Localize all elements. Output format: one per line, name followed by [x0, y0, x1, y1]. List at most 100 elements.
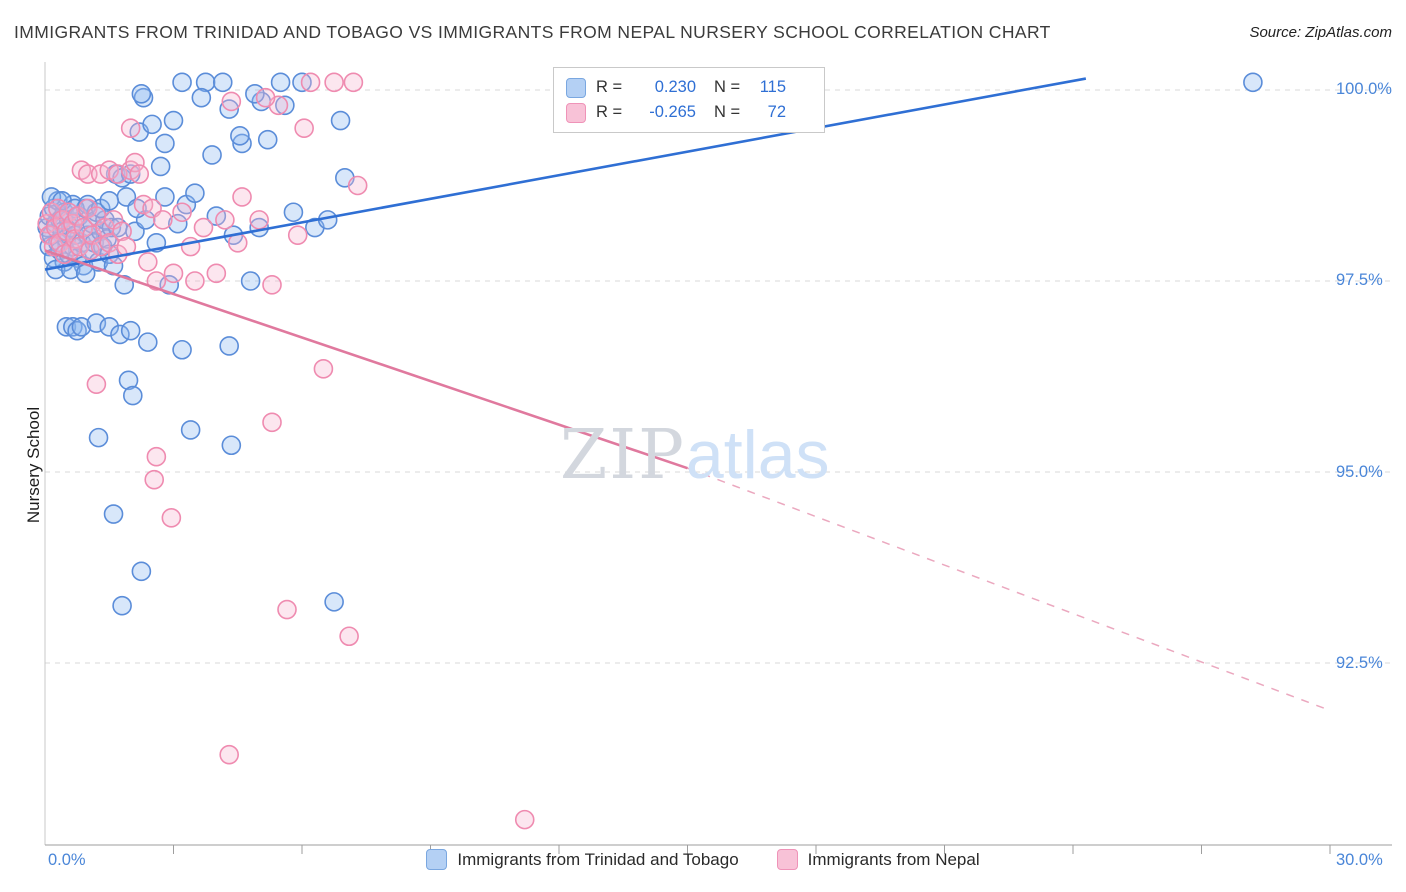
scatter-point-pink	[193, 217, 214, 238]
scatter-point-blue	[99, 317, 120, 337]
scatter-point-pink	[152, 210, 173, 230]
stats-legend-box: R = 0.230 N = 115 R = -0.265 N = 72	[553, 67, 825, 133]
scatter-point-pink	[232, 187, 252, 207]
scatter-point-pink	[249, 210, 269, 230]
scatter-point-pink	[50, 233, 70, 253]
scatter-point-pink	[112, 221, 132, 242]
scatter-point-blue	[138, 332, 158, 352]
scatter-point-pink	[180, 236, 201, 257]
scatter-point-pink	[277, 599, 297, 620]
scatter-point-blue	[110, 324, 130, 345]
scatter-point-pink	[324, 72, 344, 93]
r-value-pink: -0.265	[649, 103, 696, 121]
scatter-point-pink	[215, 210, 235, 230]
scatter-point-pink	[262, 412, 282, 433]
y-tick-100: 100.0%	[1336, 80, 1392, 98]
scatter-point-blue	[131, 84, 152, 104]
scatter-point-pink	[300, 72, 321, 93]
scatter-point-pink	[287, 225, 308, 245]
series-legend: Immigrants from Trinidad and Tobago Immi…	[0, 849, 1406, 870]
scatter-point-pink	[125, 152, 145, 173]
n-value-blue: 115	[759, 78, 786, 96]
scatter-point-blue	[103, 504, 124, 524]
scatter-point-pink	[67, 206, 87, 226]
scatter-point-pink	[255, 87, 276, 108]
y-tick-97-5: 97.5%	[1336, 271, 1383, 289]
scatter-point-blue	[330, 110, 351, 131]
scatter-point-pink	[69, 236, 90, 257]
scatter-point-pink	[129, 164, 150, 184]
scatter-point-blue	[185, 183, 205, 203]
source-credit: Source: ZipAtlas.com	[1249, 24, 1392, 41]
scatter-point-blue	[155, 187, 175, 207]
scatter-point-blue	[1243, 72, 1263, 93]
scatter-point-pink	[347, 175, 368, 196]
scatter-point-blue	[172, 339, 192, 360]
legend-label-nepal: Immigrants from Nepal	[807, 849, 980, 869]
scatter-point-blue	[41, 187, 62, 207]
scatter-point-blue	[167, 213, 188, 234]
scatter-point-blue	[131, 561, 152, 582]
scatter-point-pink	[52, 210, 72, 230]
legend-label-trinidad: Immigrants from Trinidad and Tobago	[457, 849, 739, 869]
scatter-point-blue	[257, 129, 278, 150]
blue-legend-swatch	[426, 849, 448, 870]
scatter-point-blue	[191, 87, 212, 108]
stats-row-nepal: R = -0.265 N = 72	[566, 102, 812, 123]
scatter-point-blue	[240, 271, 261, 291]
scatter-point-blue	[88, 427, 109, 448]
pink-legend-swatch	[776, 849, 798, 870]
scatter-point-pink	[120, 118, 141, 138]
n-label: N =	[714, 103, 741, 121]
scatter-point-blue	[155, 133, 175, 154]
trend-line-blue	[44, 77, 1087, 271]
r-label: R =	[596, 103, 623, 121]
scatter-point-blue	[219, 336, 239, 356]
scatter-point-blue	[142, 114, 162, 135]
n-label: N =	[714, 78, 741, 96]
scatter-point-blue	[172, 72, 192, 93]
trend-line-pink	[44, 249, 688, 470]
scatter-point-blue	[219, 99, 239, 119]
scatter-point-blue	[56, 317, 77, 337]
scatter-point-blue	[324, 592, 344, 612]
x-tick-max: 30.0%	[1336, 851, 1383, 869]
scatter-point-pink	[86, 374, 107, 394]
n-value-pink: 72	[767, 103, 786, 121]
scatter-point-blue	[212, 72, 233, 93]
scatter-point-blue	[163, 110, 184, 131]
scatter-point-blue	[230, 126, 250, 146]
scatter-point-blue	[112, 595, 132, 616]
scatter-point-blue	[232, 133, 252, 154]
y-tick-92-5: 92.5%	[1336, 654, 1383, 672]
scatter-point-blue	[221, 435, 242, 456]
scatter-point-pink	[144, 469, 165, 490]
x-tick-min: 0.0%	[48, 851, 86, 869]
trend-line-dashed	[687, 467, 1326, 710]
scatter-point-pink	[163, 263, 184, 284]
scatter-point-pink	[339, 626, 359, 647]
scatter-point-pink	[206, 263, 227, 284]
scatter-point-pink	[219, 744, 239, 765]
scatter-point-blue	[114, 275, 135, 295]
scatter-point-pink	[294, 118, 314, 138]
scatter-point-pink	[262, 275, 282, 295]
scatter-point-pink	[514, 809, 535, 830]
scatter-point-blue	[71, 317, 92, 337]
scatter-point-blue	[283, 202, 304, 223]
scatter-point-blue	[202, 145, 222, 165]
scatter-point-blue	[270, 72, 291, 93]
page-title: IMMIGRANTS FROM TRINIDAD AND TOBAGO VS I…	[14, 22, 1051, 42]
scatter-point-pink	[313, 359, 334, 379]
scatter-point-pink	[48, 198, 68, 219]
scatter-point-blue	[120, 320, 141, 341]
stats-row-trinidad: R = 0.230 N = 115	[566, 77, 812, 98]
scatter-point-pink	[185, 271, 205, 291]
blue-series-swatch	[566, 77, 586, 98]
r-value-blue: 0.230	[654, 78, 696, 96]
scatter-point-blue	[195, 72, 216, 93]
scatter-point-blue	[99, 190, 120, 211]
scatter-point-blue	[101, 217, 122, 238]
pink-series-swatch	[566, 102, 586, 123]
